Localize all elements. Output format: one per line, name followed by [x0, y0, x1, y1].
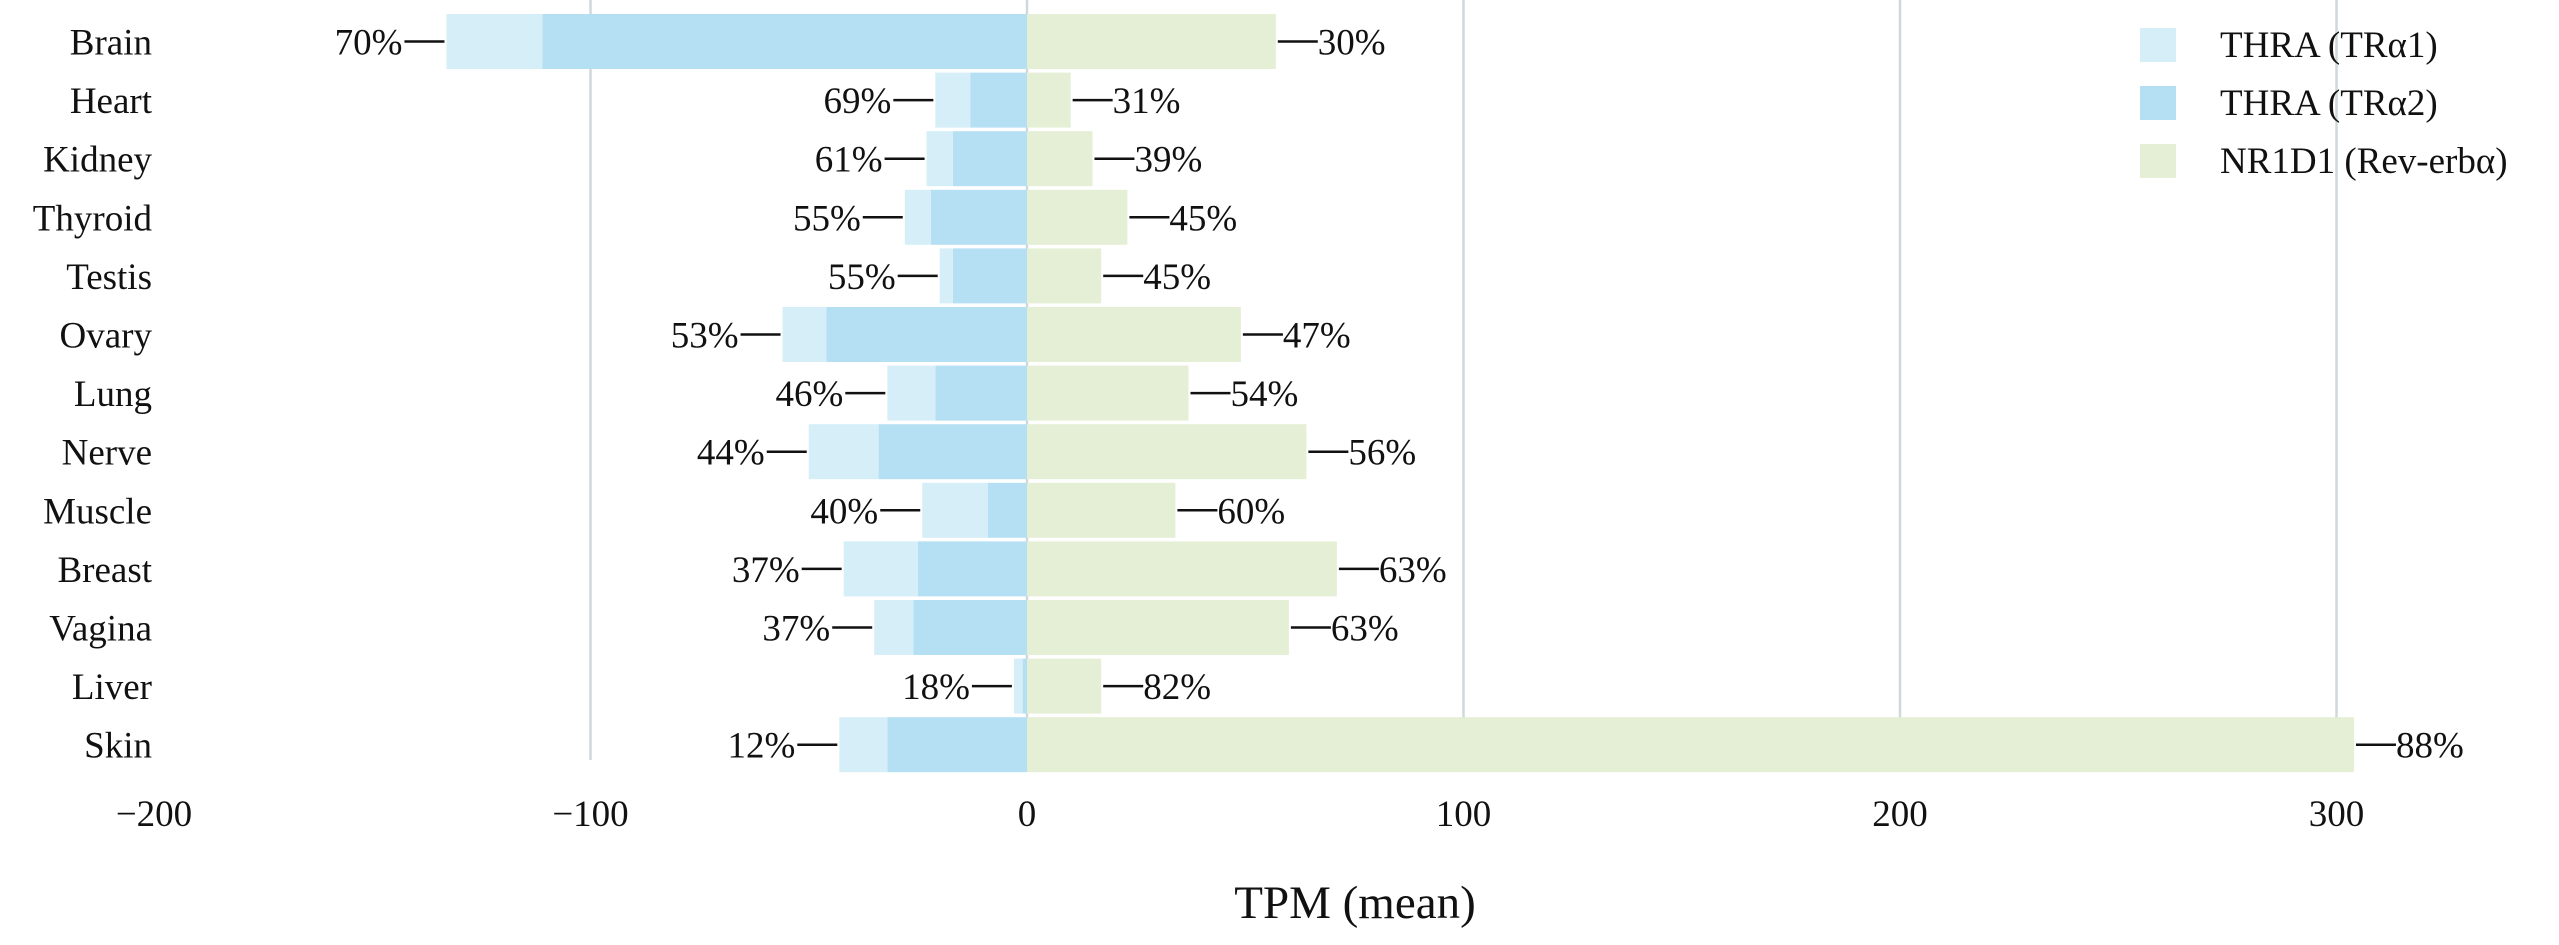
x-tick-label: 300 — [2309, 794, 2365, 835]
bar-thra-tra2 — [970, 72, 1027, 128]
bar-thra-tra2 — [952, 131, 1027, 187]
bar-thra-tra1 — [446, 14, 543, 69]
left-percent-label: 12% — [727, 726, 795, 767]
legend-label: THRA (TRα1) — [2220, 25, 2438, 66]
category-label: Heart — [70, 81, 153, 122]
bar-thra-tra1 — [887, 365, 936, 421]
bar-thra-tra2 — [887, 717, 1027, 773]
bar-nr1d1 — [1027, 72, 1071, 128]
bar-nr1d1 — [1027, 600, 1289, 655]
bar-thra-tra2 — [913, 600, 1027, 655]
bar-thra-tra1 — [922, 482, 988, 538]
bar-thra-tra2 — [987, 482, 1027, 538]
bar-nr1d1 — [1027, 424, 1307, 480]
category-label: Brain — [70, 23, 152, 64]
right-percent-label: 30% — [1318, 23, 1386, 64]
left-percent-label: 44% — [697, 433, 765, 474]
bar-thra-tra2 — [952, 248, 1027, 304]
left-percent-label: 55% — [828, 257, 896, 298]
legend-swatch — [2140, 86, 2176, 120]
x-tick-label: −200 — [116, 794, 192, 835]
category-label: Liver — [72, 667, 152, 708]
bar-thra-tra2 — [930, 189, 1027, 245]
legend-label: THRA (TRα2) — [2220, 83, 2438, 124]
left-percent-label: 70% — [335, 23, 403, 64]
bar-thra-tra1 — [843, 541, 918, 597]
category-label: Kidney — [43, 140, 152, 181]
x-tick-label: 100 — [1436, 794, 1492, 835]
left-percent-label: 37% — [762, 609, 830, 650]
category-label: Thyroid — [33, 198, 153, 239]
right-percent-label: 45% — [1143, 257, 1211, 298]
right-percent-label: 54% — [1231, 374, 1299, 415]
right-percent-label: 39% — [1134, 140, 1202, 181]
legend-swatch — [2140, 28, 2176, 62]
bar-thra-tra2 — [826, 307, 1027, 362]
right-percent-label: 56% — [1348, 433, 1416, 474]
bar-nr1d1 — [1027, 248, 1102, 304]
bar-thra-tra1 — [874, 600, 914, 655]
right-percent-label: 63% — [1379, 550, 1447, 591]
x-tick-labels: −200 −100 0 100 200 300 — [116, 794, 2364, 835]
x-axis-title: TPM (mean) — [1234, 877, 1475, 929]
bar-thra-tra2 — [917, 541, 1027, 597]
bar-thra-tra2 — [878, 424, 1027, 480]
category-label: Breast — [57, 550, 152, 591]
right-percent-label: 45% — [1169, 198, 1237, 239]
bar-thra-tra1 — [904, 189, 931, 245]
category-label: Ovary — [60, 316, 153, 357]
right-percent-label: 31% — [1113, 81, 1181, 122]
right-percent-label: 47% — [1283, 316, 1351, 357]
category-label: Nerve — [62, 433, 152, 474]
bar-nr1d1 — [1027, 658, 1102, 714]
category-label: Testis — [66, 257, 152, 298]
bars — [446, 14, 2354, 773]
legend-swatch — [2140, 144, 2176, 178]
bar-nr1d1 — [1027, 365, 1189, 421]
left-percent-label: 55% — [793, 198, 861, 239]
x-tick-label: 200 — [1872, 794, 1928, 835]
bar-thra-tra1 — [808, 424, 879, 480]
category-label: Muscle — [43, 491, 152, 532]
left-percent-label: 18% — [902, 667, 970, 708]
bar-nr1d1 — [1027, 14, 1276, 69]
bar-nr1d1 — [1027, 189, 1128, 245]
left-percent-label: 37% — [732, 550, 800, 591]
left-percent-label: 46% — [775, 374, 843, 415]
left-percent-label: 40% — [810, 491, 878, 532]
legend-label: NR1D1 (Rev-erbα) — [2220, 141, 2508, 182]
bar-labels: 70% 30% 69% 31% 61% 39% 55% 45% 55% 45% 53% 47% 46% 5… — [335, 23, 2464, 767]
bar-thra-tra1 — [782, 307, 827, 362]
right-percent-label: 63% — [1331, 609, 1399, 650]
left-percent-label: 69% — [824, 81, 892, 122]
bar-nr1d1 — [1027, 541, 1337, 597]
right-percent-label: 82% — [1143, 667, 1211, 708]
category-labels: Brain Heart Kidney Thyroid Testis Ovary Lung Ne… — [33, 23, 153, 767]
bar-nr1d1 — [1027, 131, 1093, 187]
x-tick-label: 0 — [1018, 794, 1037, 835]
bar-thra-tra1 — [926, 131, 953, 187]
bar-nr1d1 — [1027, 482, 1176, 538]
x-tick-label: −100 — [552, 794, 628, 835]
legend: THRA (TRα1) THRA (TRα2) NR1D1 (Rev-erbα) — [2140, 25, 2508, 182]
bar-nr1d1 — [1027, 307, 1241, 362]
bar-thra-tra2 — [1022, 658, 1027, 714]
bar-thra-tra1 — [839, 717, 888, 773]
right-percent-label: 88% — [2396, 726, 2464, 767]
bar-thra-tra1 — [935, 72, 971, 128]
category-label: Skin — [84, 726, 152, 767]
bar-thra-tra2 — [935, 365, 1027, 421]
left-percent-label: 53% — [671, 316, 739, 357]
bar-thra-tra2 — [542, 14, 1027, 69]
category-label: Vagina — [49, 609, 152, 650]
bar-thra-tra1 — [1013, 658, 1023, 714]
left-percent-label: 61% — [815, 140, 883, 181]
bar-nr1d1 — [1027, 717, 2354, 773]
right-percent-label: 60% — [1217, 491, 1285, 532]
bar-thra-tra1 — [939, 248, 953, 304]
category-label: Lung — [74, 374, 152, 415]
